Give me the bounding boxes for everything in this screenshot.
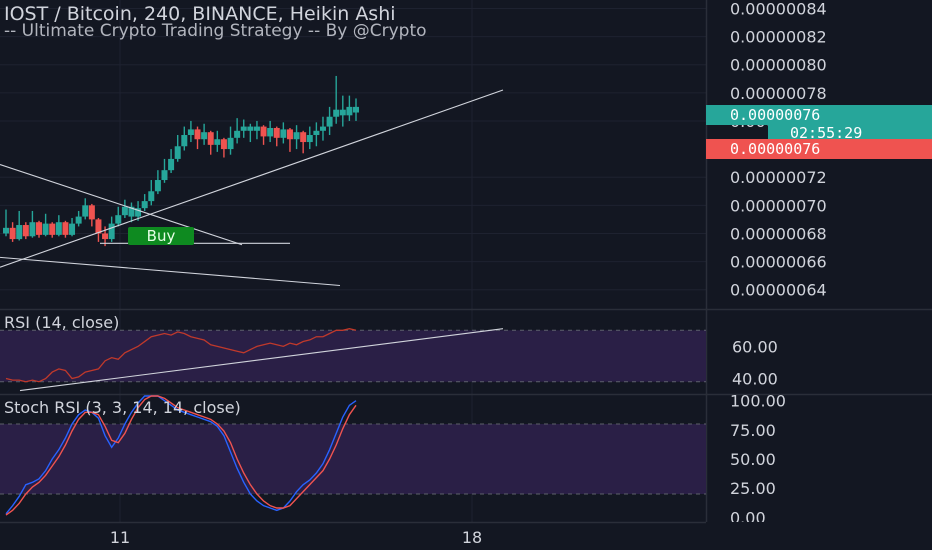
candle-body xyxy=(3,227,9,234)
candle-body xyxy=(115,215,122,224)
stoch-line-d xyxy=(5,395,357,516)
candle-body xyxy=(353,106,359,113)
stoch-axis-tick: 50.00 xyxy=(730,450,776,469)
time-axis-tick: 18 xyxy=(462,528,482,547)
candle-body xyxy=(286,129,293,140)
candle-body xyxy=(319,126,326,131)
candle-body xyxy=(333,109,340,117)
candle-body xyxy=(16,225,23,240)
candle-body xyxy=(168,158,175,171)
candle-body xyxy=(234,130,241,138)
candle-body xyxy=(201,132,208,140)
candle-body xyxy=(194,129,201,140)
price-axis-tick: 0.00000078 xyxy=(730,84,827,103)
rsi-pane-title: RSI (14, close) xyxy=(4,313,120,332)
price-badge-red: 0.00000076 xyxy=(706,139,932,159)
candle-body xyxy=(220,139,227,150)
stoch-axis-tick: 75.00 xyxy=(730,421,776,440)
candle-body xyxy=(326,116,333,127)
candle-body xyxy=(55,222,62,235)
candle-body xyxy=(141,201,148,209)
candle-body xyxy=(108,223,115,240)
price-axis-tick: 0.00000084 xyxy=(730,0,827,18)
price-axis-tick: 0.00000064 xyxy=(730,281,827,300)
trendline xyxy=(0,89,504,268)
candle-body xyxy=(207,132,214,145)
trendline xyxy=(0,164,243,246)
candle-body xyxy=(102,233,109,240)
bar-countdown-badge: 02:55:29 xyxy=(768,123,932,143)
candle-body xyxy=(88,205,95,220)
candle-body xyxy=(148,191,155,202)
candle-body xyxy=(154,180,161,192)
candle-body xyxy=(313,130,320,136)
candle-body xyxy=(62,222,69,235)
candle-body xyxy=(346,106,353,116)
candle-body xyxy=(339,109,346,116)
candle-body xyxy=(36,222,43,235)
buy-signal-label: Buy xyxy=(128,227,194,245)
candle-body xyxy=(267,127,274,137)
candle-body xyxy=(161,170,168,181)
candle-body xyxy=(49,223,56,235)
candle-body xyxy=(293,132,300,140)
candle-body xyxy=(29,222,36,237)
price-axis-tick: 0.00000080 xyxy=(730,56,827,75)
candle-body xyxy=(42,223,49,235)
candle-body xyxy=(214,139,221,145)
candle-body xyxy=(273,127,280,138)
candle-body xyxy=(247,126,254,131)
candle-body xyxy=(187,129,194,136)
candle-body xyxy=(174,146,181,159)
price-axis-tick: 0.00000082 xyxy=(730,28,827,47)
strategy-subtitle: -- Ultimate Crypto Trading Strategy -- B… xyxy=(4,21,427,41)
candle-body xyxy=(128,206,135,217)
candle-body xyxy=(95,219,102,234)
rsi-trendline xyxy=(19,328,504,392)
chart-title: IOST / Bitcoin, 240, BINANCE, Heikin Ash… xyxy=(4,3,396,25)
candle-body xyxy=(181,135,188,147)
stoch-band xyxy=(0,424,706,494)
stoch-line-k xyxy=(5,395,357,515)
rsi-axis-tick: 40.00 xyxy=(732,370,778,389)
price-axis-tick: 0.00000070 xyxy=(730,196,827,215)
candle-body xyxy=(300,132,307,143)
price-axis-tick: 0.00000068 xyxy=(730,224,827,243)
rsi-axis-tick: 60.00 xyxy=(732,337,778,356)
stoch-rsi-pane-title: Stoch RSI (3, 3, 14, 14, close) xyxy=(4,398,241,417)
candle-body xyxy=(75,216,82,224)
candle-body xyxy=(121,206,128,216)
candle-body xyxy=(253,126,260,131)
candle-body xyxy=(22,225,29,237)
price-axis-tick: 0.00000072 xyxy=(730,168,827,187)
candle-body xyxy=(240,126,247,131)
stoch-axis-tick: 100.00 xyxy=(730,392,786,411)
rsi-line xyxy=(5,328,357,383)
time-axis-tick: 11 xyxy=(110,528,130,547)
candle-body xyxy=(9,227,16,240)
candle-body xyxy=(260,126,267,137)
candle-body xyxy=(69,223,76,235)
last-price-badge: 0.00000076 xyxy=(706,105,932,125)
candle-body xyxy=(306,135,313,143)
rsi-band xyxy=(0,330,706,382)
candle-body xyxy=(135,208,142,217)
stoch-axis-tick: 25.00 xyxy=(730,479,776,498)
candle-body xyxy=(280,129,287,138)
time-axis-background xyxy=(0,522,932,550)
trendline xyxy=(0,256,341,287)
candle-body xyxy=(227,137,234,150)
candle-body xyxy=(82,205,89,217)
price-axis-tick: 0.00000066 xyxy=(730,253,827,272)
